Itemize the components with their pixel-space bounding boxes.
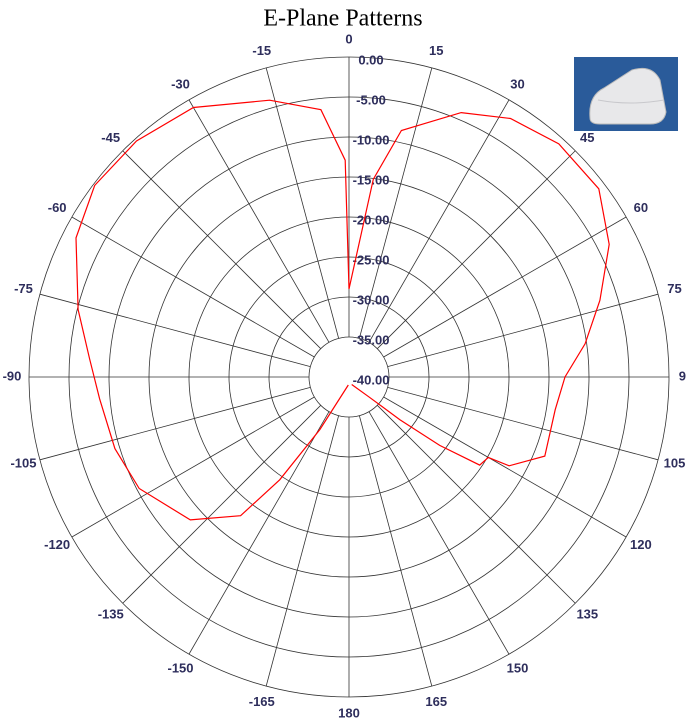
- angle-label: -90: [3, 368, 22, 383]
- radial-label: -35.00: [353, 332, 390, 347]
- radial-label: -10.00: [353, 132, 390, 147]
- grid-spoke: [122, 150, 321, 349]
- angle-label: 60: [634, 200, 648, 215]
- radial-label: -40.00: [353, 372, 390, 387]
- angle-label: -120: [44, 537, 70, 552]
- angle-label: -105: [10, 456, 36, 471]
- angle-label: 75: [667, 281, 681, 296]
- angle-label: 15: [429, 43, 443, 58]
- grid-spoke: [265, 67, 340, 339]
- angle-label: -150: [167, 660, 193, 675]
- angle-label: 120: [630, 537, 652, 552]
- radial-label: -30.00: [353, 292, 390, 307]
- grid-spoke: [368, 411, 510, 655]
- angle-label: 45: [580, 130, 594, 145]
- grid-spoke: [387, 386, 659, 461]
- grid-spoke: [71, 396, 315, 538]
- radial-label: -15.00: [353, 172, 390, 187]
- angle-label: -165: [249, 694, 275, 709]
- grid-spoke: [71, 216, 315, 358]
- grid-spoke: [383, 396, 627, 538]
- angle-label: -45: [101, 130, 120, 145]
- angle-label: 165: [425, 694, 447, 709]
- angle-label: 90: [679, 368, 686, 383]
- grid-spoke: [358, 415, 433, 687]
- radial-label: 0.00: [358, 52, 383, 67]
- angle-label: -75: [14, 281, 33, 296]
- grid-spoke: [387, 293, 659, 368]
- grid-spoke: [122, 405, 321, 604]
- grid-spoke: [39, 293, 311, 368]
- grid-spoke: [377, 150, 576, 349]
- grid-spoke: [188, 99, 330, 343]
- pattern-line: [75, 99, 610, 521]
- angle-label: -60: [48, 200, 67, 215]
- angle-label: 105: [664, 456, 686, 471]
- grid-spoke: [368, 99, 510, 343]
- angle-label: 135: [576, 607, 598, 622]
- grid-spoke: [383, 216, 627, 358]
- antenna-photo: [574, 57, 678, 131]
- radial-label: -5.00: [356, 92, 386, 107]
- angle-label: 180: [338, 705, 360, 719]
- angle-label: 30: [510, 77, 524, 92]
- angle-label: -135: [98, 607, 124, 622]
- angle-label: 0: [345, 31, 352, 46]
- grid-spoke: [377, 405, 576, 604]
- grid-spoke: [265, 415, 340, 687]
- angle-label: 150: [507, 660, 529, 675]
- grid-spoke: [358, 67, 433, 339]
- angle-label: -15: [252, 43, 271, 58]
- grid-spoke: [39, 386, 311, 461]
- angle-label: -30: [171, 77, 190, 92]
- radial-label: -20.00: [353, 212, 390, 227]
- grid-spoke: [188, 411, 330, 655]
- chart-title: E-Plane Patterns: [263, 6, 422, 32]
- radial-label: -25.00: [353, 252, 390, 267]
